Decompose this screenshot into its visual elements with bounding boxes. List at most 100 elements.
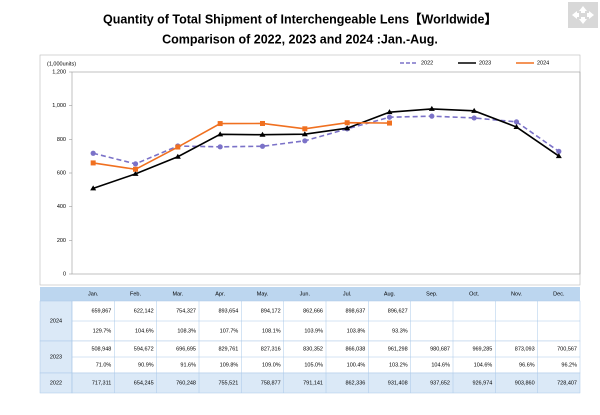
y-tick-label: 400 xyxy=(57,204,66,210)
table-yoy: 109.8% xyxy=(220,362,239,368)
legend-label: 2022 xyxy=(421,60,433,66)
icon-arrows xyxy=(572,6,594,24)
table-value: 696,695 xyxy=(176,346,196,352)
table-value: 659,867 xyxy=(91,308,111,314)
table-value: 760,248 xyxy=(176,380,196,386)
table-yoy: 96.2% xyxy=(561,362,577,368)
marker xyxy=(260,120,265,126)
table-month: Sep. xyxy=(426,291,438,297)
marker xyxy=(344,125,351,131)
table-yoy: 91.6% xyxy=(180,362,196,368)
table-month: Mar. xyxy=(172,291,183,297)
marker xyxy=(132,170,139,176)
table-month: Aug. xyxy=(384,291,396,297)
marker xyxy=(344,120,350,126)
y-tick-label: 1,200 xyxy=(52,69,66,75)
table-yoy: 103.8% xyxy=(347,328,366,334)
marker xyxy=(555,153,562,159)
table-value: 827,316 xyxy=(261,346,281,352)
marker xyxy=(301,131,308,137)
y-tick-label: 200 xyxy=(57,238,66,244)
chart-subtitle: Comparison of 2022, 2023 and 2024 :Jan.-… xyxy=(162,32,438,46)
table-month: Dec. xyxy=(553,291,565,297)
table-yoy: 108.3% xyxy=(177,328,196,334)
table-value: 894,172 xyxy=(261,308,281,314)
marker xyxy=(513,119,520,125)
table-value: 862,666 xyxy=(303,308,323,314)
marker xyxy=(90,150,96,156)
legend-label: 2024 xyxy=(537,60,549,66)
table-value: 931,408 xyxy=(388,380,408,386)
table-value: 866,038 xyxy=(345,346,365,352)
marker xyxy=(217,121,223,127)
y-axis-label: (1,000units) xyxy=(47,61,76,67)
table-yoy: 100.4% xyxy=(347,362,366,368)
table-yoy: 107.7% xyxy=(220,328,239,334)
table-value: 980,687 xyxy=(430,346,450,352)
table-value: 758,877 xyxy=(261,380,281,386)
y-tick-label: 1,000 xyxy=(52,103,66,109)
table-yoy: 129.7% xyxy=(93,328,112,334)
table-value: 700,567 xyxy=(557,346,577,352)
table-month: Jun. xyxy=(300,291,311,297)
marker xyxy=(132,161,139,167)
table-value: 896,627 xyxy=(388,308,408,314)
marker xyxy=(429,113,435,119)
table-value: 873,093 xyxy=(515,346,535,352)
table-yoy: 103.2% xyxy=(389,362,408,368)
marker xyxy=(133,166,138,172)
table-yoy: 109.0% xyxy=(262,362,281,368)
table-month: Feb. xyxy=(130,291,141,297)
table-value: 508,948 xyxy=(91,346,111,352)
table-value: 755,521 xyxy=(218,380,238,386)
table-value: 654,245 xyxy=(134,380,154,386)
table-value: 594,672 xyxy=(134,346,154,352)
table-yoy: 93.3% xyxy=(392,328,408,334)
table-value: 791,141 xyxy=(303,380,323,386)
chart-title: Quantity of Total Shipment of Intercheng… xyxy=(103,11,497,26)
table-month: Apr. xyxy=(215,291,225,297)
marker xyxy=(90,160,96,166)
table-value: 829,761 xyxy=(218,346,238,352)
marker xyxy=(556,148,562,154)
table-value: 898,637 xyxy=(345,308,365,314)
table-yoy: 104.6% xyxy=(135,328,154,334)
expand-icon[interactable] xyxy=(568,2,598,28)
marker xyxy=(175,144,181,150)
marker xyxy=(386,114,393,120)
marker xyxy=(90,185,97,191)
table-value: 926,974 xyxy=(472,380,492,386)
table-value: 754,327 xyxy=(176,308,196,314)
table-month: Jul. xyxy=(343,291,352,297)
marker xyxy=(471,115,477,121)
marker xyxy=(259,143,266,149)
marker xyxy=(471,107,478,113)
table-month: May. xyxy=(257,291,269,297)
marker xyxy=(174,153,181,159)
table-value: 622,142 xyxy=(134,308,154,314)
table-yoy: 90.9% xyxy=(138,362,154,368)
marker xyxy=(302,126,308,132)
marker xyxy=(259,131,266,137)
series-line xyxy=(92,108,560,190)
table-value: 937,652 xyxy=(430,380,450,386)
series-line xyxy=(92,115,560,165)
series-line xyxy=(93,121,390,171)
table-month: Oct. xyxy=(469,291,480,297)
table-yoy: 108.1% xyxy=(262,328,281,334)
table-row-head xyxy=(39,340,73,374)
table-value: 903,860 xyxy=(515,380,535,386)
marker xyxy=(217,144,223,150)
table-yoy: 104.6% xyxy=(431,362,450,368)
table-header xyxy=(40,287,580,301)
marker xyxy=(302,138,308,144)
table-yoy: 104.6% xyxy=(474,362,493,368)
table-value: 728,407 xyxy=(557,380,577,386)
table-value: 969,285 xyxy=(472,346,492,352)
table-value: 862,336 xyxy=(345,380,365,386)
marker xyxy=(386,109,393,115)
table-yoy: 96.6% xyxy=(519,362,535,368)
table-yoy: 71.0% xyxy=(96,362,112,368)
table-value: 893,654 xyxy=(218,308,238,314)
